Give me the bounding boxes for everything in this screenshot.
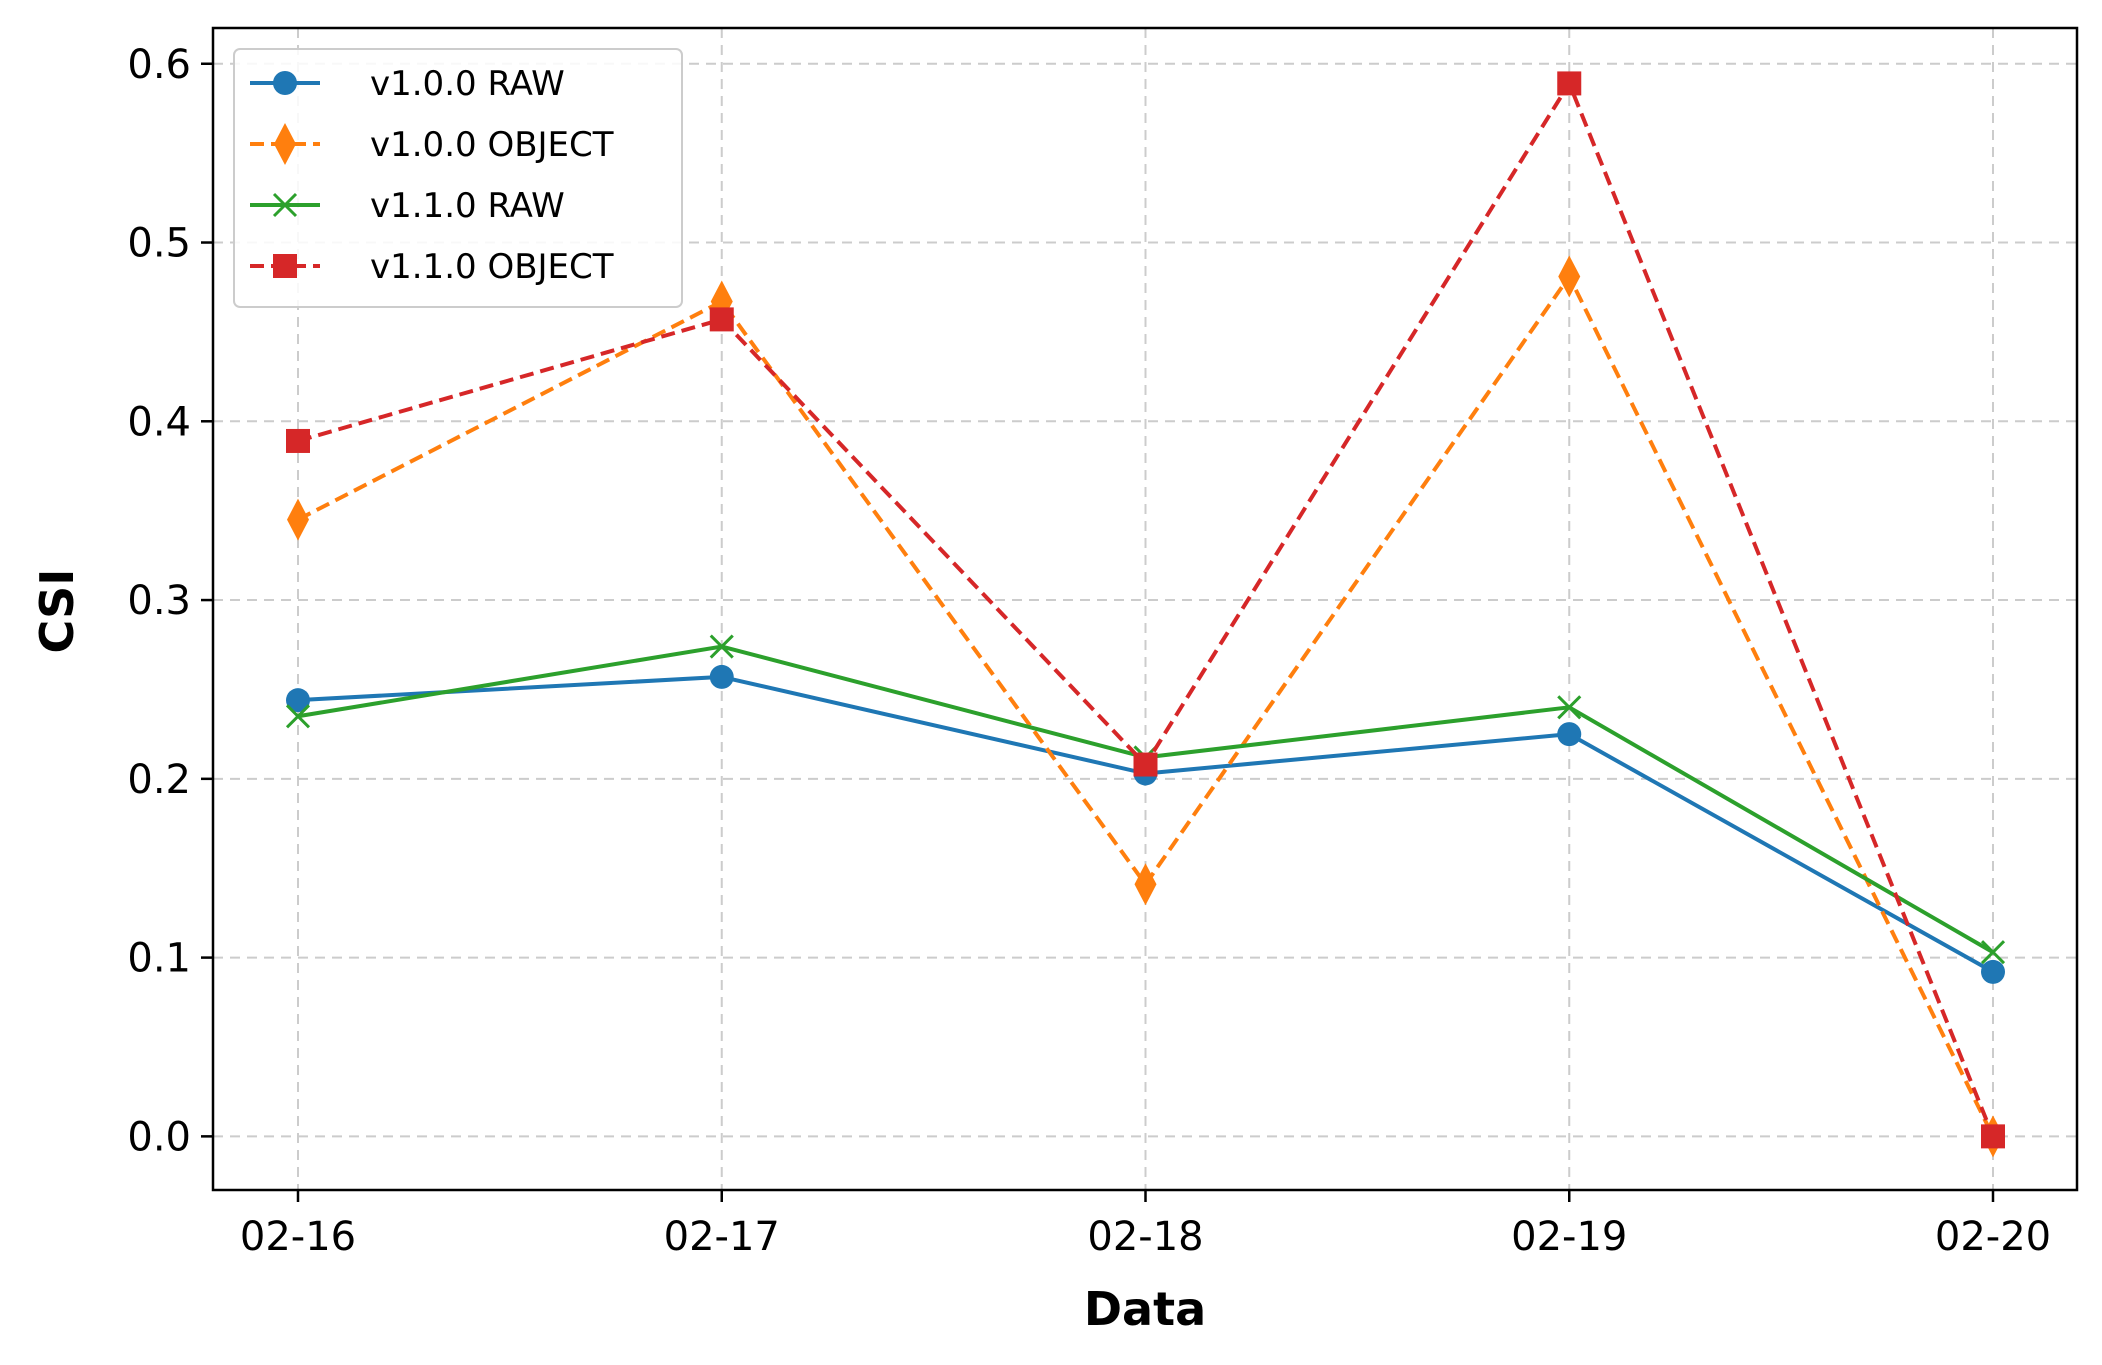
data-point [286, 428, 310, 453]
data-point [1557, 71, 1582, 96]
series-v1-1-0-object [286, 71, 2005, 1149]
legend-item: v1.1.0 RAW [250, 186, 565, 226]
legend-item: v1.0.0 RAW [250, 64, 565, 104]
y-axis-title: CSI [30, 569, 84, 654]
data-point [1133, 752, 1158, 777]
legend-box [233, 48, 683, 308]
y-tick-label: 0.3 [127, 578, 191, 624]
data-point [285, 704, 311, 729]
x-marker-stroke [272, 192, 298, 218]
x-marker-stroke [1980, 940, 2006, 965]
data-point [709, 634, 734, 659]
data-point [1558, 255, 1581, 298]
legend-marker [272, 192, 298, 218]
legend-marker [273, 254, 297, 278]
legend-label: v1.1.0 OBJECT [370, 247, 614, 287]
x-marker-stroke [709, 634, 734, 659]
y-tick-label: 0.4 [127, 399, 191, 445]
y-tick-label: 0.1 [127, 936, 191, 982]
legend-label: v1.0.0 OBJECT [370, 125, 614, 165]
legend: v1.0.0 RAW v1.0.0 OBJECT v1.1.0 RAW v1.1.0 … [233, 48, 683, 308]
y-tick-label: 0.2 [127, 757, 191, 803]
y-tick-label: 0.6 [127, 42, 191, 88]
legend-marker [274, 123, 296, 165]
legend-label: v1.1.0 RAW [370, 186, 565, 226]
y-tick-label: 0.5 [127, 221, 191, 267]
y-axis: 0.0 0.1 0.2 0.3 0.4 0.5 0.6 [127, 42, 213, 1160]
x-marker-stroke [285, 704, 311, 729]
x-tick-label: 02-19 [1511, 1214, 1627, 1260]
x-tick-label: 02-16 [240, 1214, 356, 1260]
legend-label: v1.0.0 RAW [370, 64, 565, 104]
data-point [286, 688, 310, 713]
x-marker-stroke [1557, 695, 1582, 720]
series-layer [285, 71, 2006, 1158]
legend-item: v1.0.0 OBJECT [250, 123, 614, 165]
data-point [1981, 1124, 2005, 1149]
x-axis: 02-16 02-17 02-18 02-19 02-20 [240, 1190, 2051, 1260]
data-point [1980, 940, 2006, 965]
legend-item: v1.1.0 OBJECT [250, 247, 614, 287]
data-point [1981, 959, 2005, 984]
data-point [1134, 863, 1157, 906]
x-tick-label: 02-20 [1935, 1214, 2051, 1260]
legend-marker [273, 71, 297, 95]
data-point [1557, 722, 1582, 747]
x-tick-label: 02-18 [1087, 1214, 1203, 1260]
y-tick-label: 0.0 [127, 1114, 191, 1160]
data-point [709, 307, 734, 332]
x-tick-label: 02-17 [664, 1214, 780, 1260]
x-axis-title: Data [1084, 1282, 1206, 1336]
data-point [1557, 695, 1582, 720]
data-point [709, 664, 734, 689]
data-point [287, 498, 309, 541]
